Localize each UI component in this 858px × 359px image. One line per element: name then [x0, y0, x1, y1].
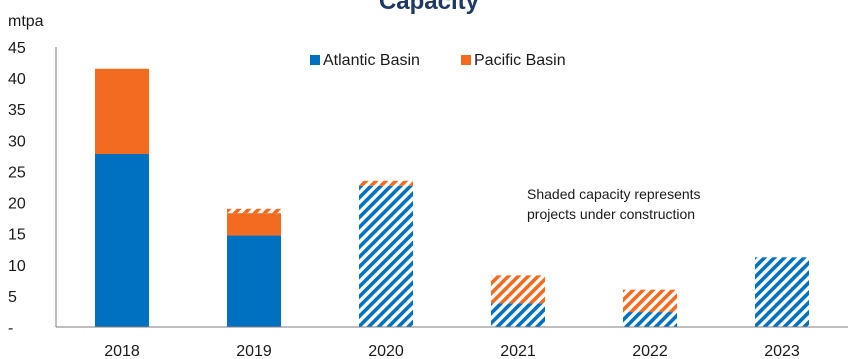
bar-pacific-under-construction [491, 275, 545, 304]
annotation-line-2: projects under construction [527, 206, 695, 222]
bar-pacific-under-construction [359, 180, 413, 186]
y-tick-label: 10 [8, 258, 26, 275]
legend-label-pacific: Pacific Basin [474, 52, 566, 69]
y-tick-label: 20 [8, 196, 26, 213]
annotation-line-1: Shaded capacity represents [527, 186, 701, 202]
x-tick-label: 2018 [104, 343, 140, 359]
y-tick-label: 30 [8, 133, 26, 150]
bar-atlantic-under-construction [491, 303, 545, 327]
legend-swatch-pacific [461, 55, 471, 65]
y-tick-label: 40 [8, 71, 26, 88]
y-tick-label: 15 [8, 227, 26, 244]
chart-title: Capacity [379, 0, 480, 15]
y-tick-label: 5 [8, 289, 17, 306]
x-tick-label: 2019 [236, 343, 272, 359]
annotation: Shaded capacity represents projects unde… [527, 186, 701, 222]
bar-atlantic-operating [95, 154, 149, 327]
legend: Atlantic Basin Pacific Basin [310, 52, 566, 69]
y-tick-label: 35 [8, 102, 26, 119]
x-tick-label: 2021 [500, 343, 536, 359]
y-tick-label: 25 [8, 164, 26, 181]
legend-label-atlantic: Atlantic Basin [323, 52, 420, 69]
bar-atlantic-under-construction [623, 312, 677, 327]
bar-atlantic-under-construction [755, 257, 809, 327]
y-tick-label: 45 [8, 40, 26, 57]
bar-pacific-operating [227, 213, 281, 236]
y-unit-label: mtpa [8, 13, 44, 30]
bar-pacific-operating [95, 68, 149, 155]
legend-swatch-atlantic [310, 55, 320, 65]
bar-pacific-under-construction [227, 208, 281, 214]
bars [95, 68, 809, 327]
bar-pacific-under-construction [623, 289, 677, 313]
x-tick-label: 2023 [764, 343, 800, 359]
y-tick-label: - [8, 320, 13, 337]
bar-atlantic-operating [227, 235, 281, 327]
bar-atlantic-under-construction [359, 185, 413, 327]
x-tick-label: 2022 [632, 343, 668, 359]
x-axis-ticks: 2018 2019 2020 2021 2022 2023 [104, 343, 800, 359]
x-tick-label: 2020 [368, 343, 404, 359]
y-axis-ticks: - 5 10 15 20 25 30 35 40 45 [8, 40, 26, 337]
